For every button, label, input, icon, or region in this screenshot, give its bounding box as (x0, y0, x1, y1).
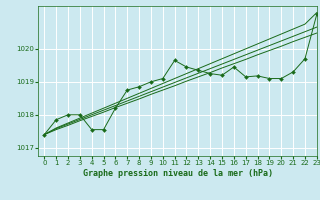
X-axis label: Graphe pression niveau de la mer (hPa): Graphe pression niveau de la mer (hPa) (83, 169, 273, 178)
